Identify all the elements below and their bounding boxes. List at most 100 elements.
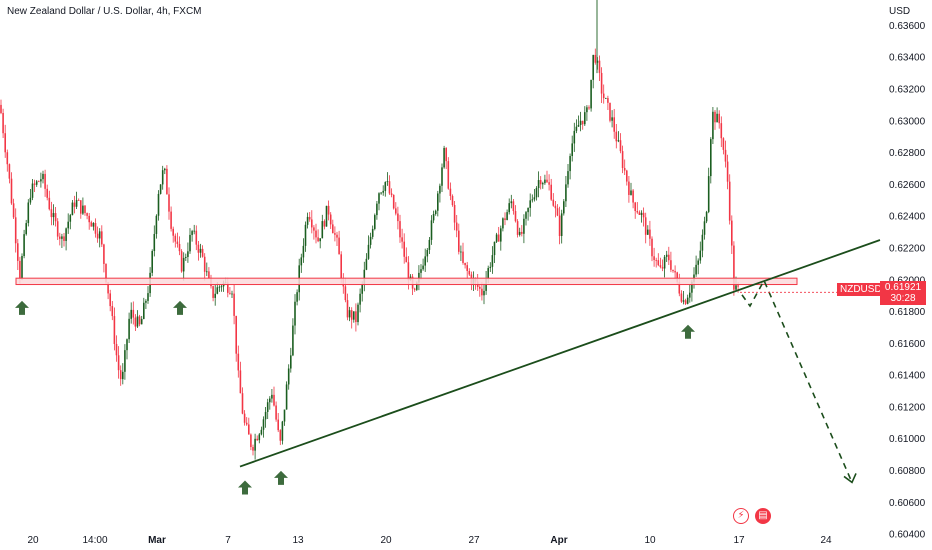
candle-body — [453, 205, 456, 223]
candle-body — [722, 138, 725, 150]
candle-body — [724, 149, 727, 162]
candle-body — [75, 200, 78, 207]
bar-countdown: 30:28 — [890, 293, 916, 304]
candle-body — [636, 211, 639, 213]
y-tick-label: 0.61600 — [889, 339, 926, 350]
price-axis[interactable]: USD 0.63600 0.63400 0.63200 0.63000 0.62800 0.… — [889, 6, 926, 541]
projection-arrowhead — [843, 473, 857, 484]
candle-body — [4, 133, 6, 153]
candle-body — [676, 272, 678, 282]
candle-body — [17, 243, 19, 261]
candle-body — [275, 405, 277, 420]
candle-body — [430, 220, 433, 240]
candle-body — [439, 185, 441, 194]
candle-body — [481, 288, 483, 296]
candle-body — [185, 256, 187, 258]
candle-body — [296, 292, 298, 302]
candle-body — [65, 228, 67, 241]
candle-body — [623, 167, 626, 171]
candle-body — [428, 239, 431, 250]
candle-body — [665, 254, 668, 257]
candle-body — [632, 190, 634, 203]
candle-body — [479, 286, 481, 289]
candle-body — [176, 241, 179, 244]
candle-body — [710, 139, 712, 177]
candle-body — [437, 193, 439, 211]
candle-body — [615, 131, 618, 142]
y-tick-label: 0.62000 — [889, 275, 926, 286]
candle-body — [10, 178, 13, 204]
candle-body — [489, 266, 492, 269]
candle-body — [565, 184, 567, 202]
candle-body — [323, 221, 326, 227]
candle-body — [350, 310, 353, 320]
candle-body — [600, 72, 603, 94]
arrow-shape — [238, 480, 252, 495]
y-tick-label: 0.61800 — [889, 307, 926, 318]
candle-body — [111, 306, 114, 317]
candle-body — [647, 229, 649, 235]
time-axis[interactable]: 20 14:00 Mar 7 13 20 27 Apr 10 17 24 — [27, 535, 832, 546]
candle-body — [460, 251, 462, 253]
candle-body — [321, 221, 324, 239]
candle-body — [628, 181, 630, 195]
candle-body — [128, 318, 130, 340]
candle-body — [44, 173, 46, 189]
candle-body — [468, 270, 471, 275]
candle-body — [140, 318, 143, 325]
candle-body — [191, 231, 193, 235]
candle-body — [586, 107, 588, 113]
candle-body — [395, 208, 397, 214]
candle-body — [115, 344, 118, 356]
candle-body — [571, 143, 573, 157]
candle-body — [512, 201, 515, 212]
candle-body — [260, 429, 263, 435]
candle-body — [483, 290, 485, 296]
candle-body — [311, 219, 313, 228]
candle-body — [206, 271, 208, 273]
candle-body — [502, 218, 504, 229]
candle-body — [605, 98, 607, 99]
candle-body — [640, 212, 643, 215]
x-tick-label: 10 — [644, 535, 656, 546]
candle-body — [523, 218, 525, 234]
candle-body — [14, 217, 17, 244]
candle-body — [130, 309, 132, 319]
candle-body — [661, 267, 664, 269]
candle-body — [56, 221, 59, 237]
candle-body — [466, 265, 468, 271]
ascending-trendline — [239, 239, 881, 468]
candle-body — [338, 237, 340, 255]
candle-body — [12, 203, 15, 218]
candle-body — [367, 244, 370, 259]
candle-body — [682, 300, 685, 302]
candle-body — [290, 355, 292, 369]
candle-body — [405, 256, 408, 263]
candle-body — [279, 430, 282, 441]
candle-body — [195, 230, 198, 245]
candle-body — [69, 215, 72, 222]
candle-body — [584, 112, 586, 125]
candle-body — [235, 315, 237, 354]
candle-body — [638, 212, 641, 215]
candle-body — [695, 264, 697, 275]
candle-body — [714, 111, 716, 123]
candle-body — [71, 202, 74, 216]
candle-body — [653, 256, 655, 260]
candle-body — [334, 233, 336, 235]
candle-body — [357, 304, 359, 323]
candle-body — [449, 188, 452, 196]
y-tick-label: 0.63400 — [889, 53, 926, 64]
candle-body — [611, 117, 613, 121]
y-tick-label: 0.62400 — [889, 212, 926, 223]
candle-body — [231, 293, 233, 295]
candle-body — [432, 214, 435, 221]
candle-body — [689, 292, 691, 298]
candle-body — [21, 256, 23, 279]
candle-body — [542, 183, 544, 185]
us-flag-icon[interactable]: ▤ — [755, 508, 771, 524]
candle-body — [29, 197, 32, 203]
candle-body — [392, 194, 395, 209]
flash-icon[interactable]: ⚡ — [733, 508, 749, 524]
